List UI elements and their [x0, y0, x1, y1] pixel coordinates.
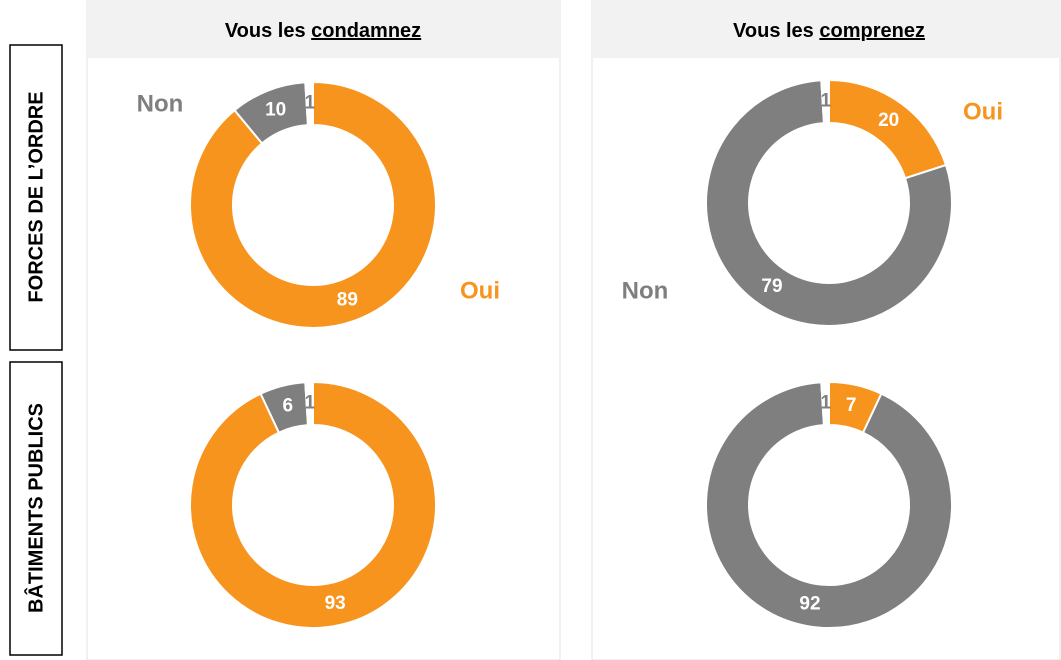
row-label: BÂTIMENTS PUBLICS [23, 403, 47, 613]
data-label: 1 [821, 91, 832, 112]
column-header: Vous les condamnez [225, 20, 421, 42]
header-emphasis: comprenez [819, 20, 925, 42]
header-prefix: Vous les [225, 20, 306, 42]
donut-slice [189, 380, 437, 629]
data-label: 79 [761, 276, 782, 297]
header-emphasis: condamnez [311, 20, 421, 42]
data-label: 1 [305, 393, 316, 414]
data-label: 1 [821, 393, 832, 414]
category-label: Non [137, 90, 184, 117]
category-label: Oui [963, 98, 1003, 125]
row-label: FORCES DE L’ORDRE [25, 91, 47, 302]
row-box [9, 44, 63, 351]
donut-slice [705, 381, 953, 629]
donut-slice [304, 80, 314, 127]
row-box [9, 361, 63, 656]
donut-slice [189, 80, 437, 329]
donut-slice [705, 79, 953, 327]
donut-slice [304, 380, 314, 427]
data-label: 10 [265, 100, 286, 121]
data-label: 93 [325, 593, 346, 614]
donut-slice [820, 78, 830, 125]
header-prefix: Vous les [733, 20, 814, 42]
data-label: 92 [799, 594, 820, 615]
panel-header [592, 0, 1060, 58]
data-label: 1 [305, 93, 316, 114]
data-label: 6 [282, 396, 293, 417]
panel-header [87, 0, 560, 58]
category-label: Non [622, 277, 669, 304]
data-label: 7 [846, 395, 857, 416]
data-label: 20 [878, 110, 899, 131]
column-header: Vous les comprenez [733, 20, 925, 42]
donut-slice [820, 380, 830, 427]
data-label: 89 [337, 290, 358, 311]
category-label: Oui [460, 277, 500, 304]
